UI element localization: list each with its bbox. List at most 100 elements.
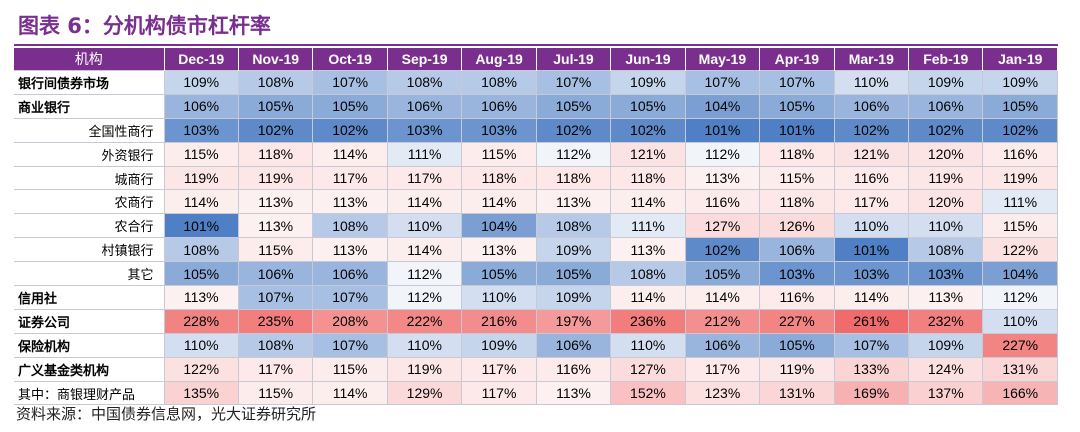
value-cell: 107% bbox=[535, 70, 612, 95]
value-cell: 115% bbox=[163, 141, 239, 167]
value-cell: 114% bbox=[386, 237, 463, 263]
row-label: 其中：商银理财产品 bbox=[14, 380, 165, 406]
value-cell: 118% bbox=[237, 141, 314, 167]
table-row: 保险机构 110% 108% 107% 110% 109% 106% 110% 106% 105%… bbox=[14, 332, 1058, 358]
row-label: 全国性商行 bbox=[14, 117, 165, 143]
value-cell: 103% bbox=[163, 117, 239, 143]
column-header: Mar-19 bbox=[834, 48, 910, 71]
value-cell: 104% bbox=[982, 261, 1058, 287]
value-cell: 113% bbox=[461, 237, 537, 263]
value-cell: 103% bbox=[908, 261, 984, 287]
value-cell: 114% bbox=[312, 380, 388, 406]
value-cell: 106% bbox=[461, 93, 537, 119]
row-label: 农合行 bbox=[14, 213, 165, 239]
value-cell: 119% bbox=[908, 165, 984, 191]
value-cell: 105% bbox=[982, 93, 1058, 119]
value-cell: 106% bbox=[759, 237, 835, 263]
value-cell: 106% bbox=[535, 332, 612, 358]
value-cell: 103% bbox=[386, 117, 463, 143]
value-cell: 108% bbox=[312, 213, 388, 239]
row-label: 广义基金类机构 bbox=[14, 356, 165, 382]
value-cell: 137% bbox=[908, 380, 984, 406]
column-header: Jul-19 bbox=[536, 48, 612, 71]
value-cell: 105% bbox=[312, 93, 388, 119]
value-cell: 114% bbox=[684, 285, 761, 310]
value-cell: 117% bbox=[461, 380, 537, 406]
value-cell: 102% bbox=[312, 117, 388, 143]
value-cell: 123% bbox=[684, 380, 761, 406]
value-cell: 113% bbox=[908, 285, 984, 310]
value-cell: 102% bbox=[237, 117, 314, 143]
value-cell: 119% bbox=[982, 165, 1058, 191]
value-cell: 113% bbox=[610, 237, 686, 263]
title-underline bbox=[14, 44, 1058, 46]
value-cell: 112% bbox=[535, 141, 612, 167]
value-cell: 102% bbox=[610, 117, 686, 143]
value-cell: 115% bbox=[461, 141, 537, 167]
value-cell: 118% bbox=[759, 141, 835, 167]
value-cell: 208% bbox=[312, 308, 388, 334]
value-cell: 110% bbox=[163, 332, 239, 358]
value-cell: 131% bbox=[982, 356, 1058, 382]
value-cell: 107% bbox=[312, 285, 388, 310]
row-label: 证券公司 bbox=[14, 308, 165, 334]
table-row: 其中：商银理财产品 135% 115% 114% 129% 117% 113% 152% 123… bbox=[14, 380, 1058, 406]
row-label: 村镇银行 bbox=[14, 237, 165, 263]
value-cell: 121% bbox=[610, 141, 686, 167]
table-row: 信用社 113% 107% 107% 112% 110% 109% 114% 114% 116% 1… bbox=[14, 285, 1058, 310]
header-row: 机构 Dec-19 Nov-19 Oct-19 Sep-19 Aug-19 Jul-19 J… bbox=[14, 48, 1058, 71]
value-cell: 103% bbox=[833, 261, 910, 287]
column-header: Feb-19 bbox=[908, 48, 984, 71]
column-header: Aug-19 bbox=[461, 48, 537, 71]
column-header: Sep-19 bbox=[387, 48, 463, 71]
value-cell: 117% bbox=[461, 356, 537, 382]
value-cell: 105% bbox=[237, 93, 314, 119]
row-label: 农商行 bbox=[14, 189, 165, 215]
column-header: Dec-19 bbox=[164, 48, 239, 71]
value-cell: 106% bbox=[908, 93, 984, 119]
value-cell: 107% bbox=[312, 70, 388, 95]
value-cell: 106% bbox=[312, 261, 388, 287]
value-cell: 135% bbox=[163, 380, 239, 406]
column-header: Oct-19 bbox=[312, 48, 388, 71]
value-cell: 114% bbox=[386, 189, 463, 215]
value-cell: 117% bbox=[237, 356, 314, 382]
table-row: 银行间债券市场 109% 108% 107% 108% 108% 107% 109% 107% 1… bbox=[14, 70, 1058, 95]
value-cell: 110% bbox=[610, 332, 686, 358]
value-cell: 112% bbox=[386, 285, 463, 310]
value-cell: 105% bbox=[759, 93, 835, 119]
value-cell: 113% bbox=[535, 189, 612, 215]
value-cell: 127% bbox=[610, 356, 686, 382]
value-cell: 118% bbox=[461, 165, 537, 191]
value-cell: 111% bbox=[386, 141, 463, 167]
value-cell: 117% bbox=[312, 165, 388, 191]
value-cell: 166% bbox=[982, 380, 1058, 406]
value-cell: 112% bbox=[684, 141, 761, 167]
value-cell: 106% bbox=[833, 93, 910, 119]
value-cell: 105% bbox=[684, 261, 761, 287]
value-cell: 197% bbox=[535, 308, 612, 334]
value-cell: 117% bbox=[833, 189, 910, 215]
value-cell: 101% bbox=[684, 117, 761, 143]
page-title: 图表 6：分机构债市杠杆率 bbox=[18, 14, 271, 38]
value-cell: 107% bbox=[833, 332, 910, 358]
table-row: 其它 105% 106% 106% 112% 105% 105% 108% 105% 103% 10… bbox=[14, 261, 1058, 287]
value-cell: 103% bbox=[461, 117, 537, 143]
table-row: 证券公司 228% 235% 208% 222% 216% 197% 236% 212% 227%… bbox=[14, 308, 1058, 334]
value-cell: 216% bbox=[461, 308, 537, 334]
value-cell: 109% bbox=[535, 237, 612, 263]
value-cell: 104% bbox=[684, 93, 761, 119]
value-cell: 114% bbox=[833, 285, 910, 310]
value-cell: 110% bbox=[833, 70, 910, 95]
value-cell: 108% bbox=[535, 213, 612, 239]
value-cell: 107% bbox=[684, 70, 761, 95]
value-cell: 118% bbox=[535, 165, 612, 191]
value-cell: 102% bbox=[535, 117, 612, 143]
value-cell: 105% bbox=[610, 93, 686, 119]
value-cell: 109% bbox=[908, 70, 984, 95]
value-cell: 118% bbox=[610, 165, 686, 191]
value-cell: 222% bbox=[386, 308, 463, 334]
table-row: 村镇银行 108% 115% 113% 114% 113% 109% 113% 102% 106%… bbox=[14, 237, 1058, 263]
value-cell: 114% bbox=[610, 285, 686, 310]
value-cell: 116% bbox=[535, 356, 612, 382]
